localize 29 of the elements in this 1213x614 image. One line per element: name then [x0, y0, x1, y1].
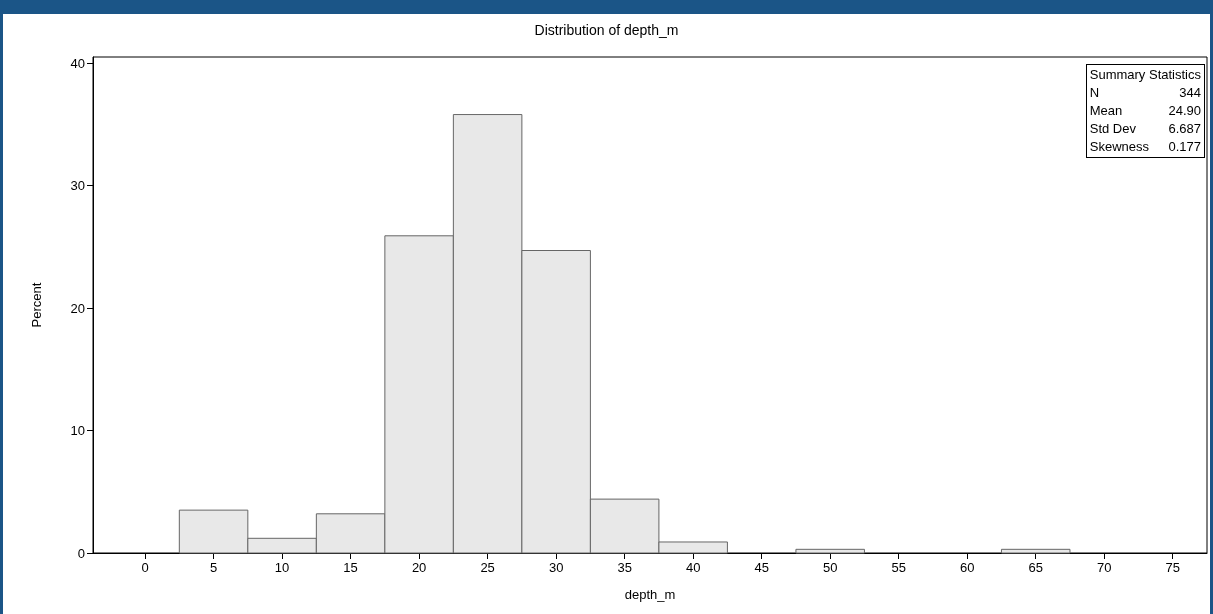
y-tick-label: 20	[70, 300, 85, 316]
x-tick-label: 15	[343, 560, 358, 575]
x-tick-label: 0	[141, 560, 149, 575]
x-tick-label: 35	[617, 560, 632, 575]
y-tick-label: 40	[70, 55, 85, 71]
x-tick-label: 40	[685, 560, 701, 575]
x-tick-label: 75	[1165, 560, 1180, 575]
x-tick-label: 25	[480, 560, 495, 575]
x-tick-label: 60	[959, 560, 975, 575]
x-tick-label: 65	[1028, 560, 1043, 575]
chart-title: Distribution of depth_m	[534, 22, 679, 38]
x-tick-label: 45	[754, 560, 769, 575]
y-axis-title: Percent	[29, 282, 44, 328]
text: Skewness 0.177	[1089, 139, 1201, 154]
x-tick-label: 50	[822, 560, 838, 575]
x-tick-label: 5	[209, 560, 218, 575]
x-tick-label: 30	[548, 560, 564, 575]
y-tick-label: 30	[70, 178, 85, 194]
y-tick-label: 10	[70, 423, 85, 439]
text: Mean 24.90	[1089, 103, 1201, 118]
y-tick-label: 0	[77, 545, 85, 561]
text: Std Dev 6.687	[1089, 121, 1201, 136]
x-tick-label: 70	[1097, 560, 1112, 575]
x-tick-label: 20	[411, 560, 427, 575]
text: N 344	[1089, 85, 1201, 100]
x-axis-title: depth_m	[624, 587, 676, 602]
x-tick-label: 10	[274, 560, 290, 575]
annotation: Summary Statistics	[1088, 66, 1202, 84]
x-tick-label: 55	[891, 560, 906, 575]
